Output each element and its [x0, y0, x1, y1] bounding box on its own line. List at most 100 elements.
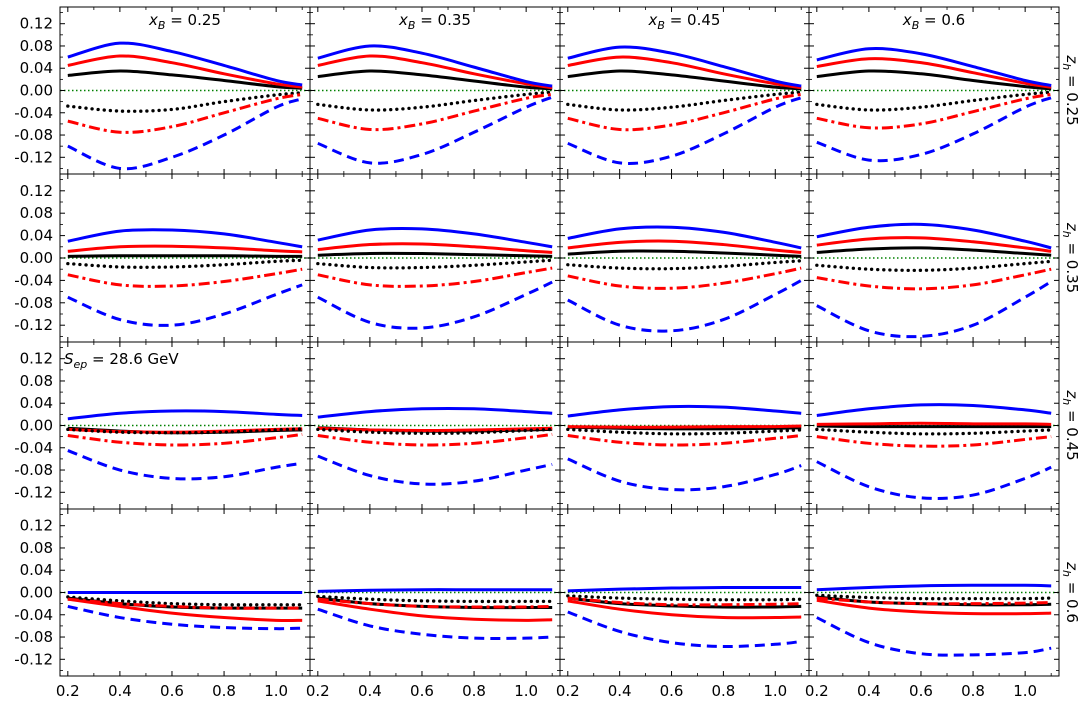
series-red-dashdot [317, 432, 553, 447]
series-black-dotted [815, 90, 1053, 112]
x-tick-label: 1.0 [1013, 682, 1037, 700]
series-red-dashdot [567, 266, 802, 290]
row-label-zh-3: zh = 0.45 [1060, 389, 1081, 460]
series-black-solid [816, 424, 1052, 429]
series-red-solid [317, 54, 553, 90]
series-black-dotted [316, 594, 554, 604]
panel-r4-c1 [59, 508, 311, 677]
x-tick-label: 0.2 [805, 682, 829, 700]
x-tick-label: 0.8 [711, 682, 735, 700]
y-tick-label: -0.12 [14, 650, 53, 668]
y-tick-label: -0.04 [14, 271, 53, 289]
panel-r1-c2 [309, 6, 561, 175]
series-black-solid [317, 69, 553, 91]
x-tick-label: 0.8 [212, 682, 236, 700]
y-tick-label: -0.04 [14, 606, 53, 624]
series-blue-solid [816, 403, 1052, 417]
y-tick-label: -0.12 [14, 483, 53, 501]
x-tick-label: 0.2 [556, 682, 580, 700]
x-tick-label: 0.8 [462, 682, 486, 700]
series-black-solid [317, 251, 553, 258]
series-red-dashdot [816, 267, 1052, 291]
series-black-dotted [566, 90, 803, 112]
series-blue-dashed [317, 607, 553, 640]
series-blue-solid [67, 409, 303, 421]
series-black-dotted [66, 427, 304, 435]
x-tick-label: 0.4 [857, 682, 881, 700]
series-blue-dashed [567, 457, 802, 492]
series-red-dashdot [816, 435, 1052, 448]
series-red-solid [567, 599, 802, 620]
series-blue-solid [67, 228, 303, 249]
y-tick-label: 0.08 [20, 37, 53, 55]
series-black-dotted [566, 427, 803, 436]
series-blue-solid [317, 406, 553, 419]
series-red-dashdot [567, 434, 802, 447]
panel-r4-c4 [808, 508, 1060, 677]
x-tick-label: 1.0 [763, 682, 787, 700]
col-label-xb-1: xB = 0.25 [148, 11, 221, 32]
series-blue-solid [567, 404, 802, 418]
series-red-dashdot [317, 92, 553, 132]
series-red-dashdot [67, 267, 303, 288]
series-red-dashdot [67, 432, 303, 447]
row-label-zh-1: zh = 0.25 [1060, 54, 1081, 125]
series-red-solid [67, 597, 303, 623]
series-red-dashdot [816, 596, 1052, 606]
panel-r1-c3 [559, 6, 810, 175]
series-blue-dashed [67, 283, 303, 327]
series-blue-dashed [67, 449, 303, 481]
energy-annotation: Sep = 28.6 GeV [64, 350, 179, 371]
y-tick-label: 0.08 [20, 204, 53, 222]
y-tick-label: 0.04 [20, 394, 53, 412]
series-black-dotted [316, 427, 554, 435]
series-black-solid [567, 69, 802, 91]
x-tick-label: 0.6 [660, 682, 684, 700]
x-tick-label: 0.6 [909, 682, 933, 700]
series-blue-dashed [567, 96, 802, 165]
panel-r2-c2 [309, 173, 561, 343]
series-red-dashdot [567, 92, 802, 132]
series-blue-solid [317, 44, 553, 88]
panel-r2-c3 [559, 173, 810, 343]
series-blue-dashed [816, 96, 1052, 163]
panel-r4-c3 [559, 508, 810, 677]
series-black-solid [816, 246, 1052, 257]
y-tick-label: 0.12 [20, 182, 53, 200]
row-label-zh-2: zh = 0.35 [1060, 222, 1081, 293]
y-tick-label: -0.08 [14, 126, 53, 144]
y-tick-label: 0.00 [20, 249, 53, 267]
panel-r1-c1 [59, 6, 311, 175]
panel-r3-c3 [559, 341, 810, 510]
series-red-solid [317, 242, 553, 254]
series-blue-solid [67, 41, 303, 87]
x-tick-label: 1.0 [514, 682, 538, 700]
series-red-solid [816, 57, 1052, 89]
series-black-dotted [316, 90, 554, 112]
series-blue-dashed [317, 95, 553, 165]
series-red-solid [567, 55, 802, 90]
series-red-solid [317, 599, 553, 622]
series-blue-dashed [567, 279, 802, 333]
col-label-xb-2: xB = 0.35 [398, 11, 471, 32]
series-red-solid [816, 421, 1052, 426]
x-tick-label: 0.2 [56, 682, 80, 700]
panel-r3-c1 [59, 341, 311, 510]
series-blue-solid [567, 585, 802, 593]
x-tick-label: 0.4 [108, 682, 132, 700]
y-tick-label: 0.12 [20, 517, 53, 535]
series-black-dotted [66, 258, 304, 269]
panel-r2-c1 [59, 173, 311, 343]
series-black-solid [816, 69, 1052, 91]
panel-r3-c4 [808, 341, 1060, 510]
series-red-solid [567, 239, 802, 254]
series-red-dashdot [67, 92, 303, 134]
series-blue-dashed [67, 604, 303, 631]
series-blue-dashed [816, 280, 1052, 339]
series-blue-dashed [816, 460, 1052, 500]
series-blue-solid [567, 45, 802, 88]
series-blue-solid [317, 588, 553, 593]
series-red-dashdot [317, 266, 553, 288]
series-black-dotted [316, 258, 554, 270]
